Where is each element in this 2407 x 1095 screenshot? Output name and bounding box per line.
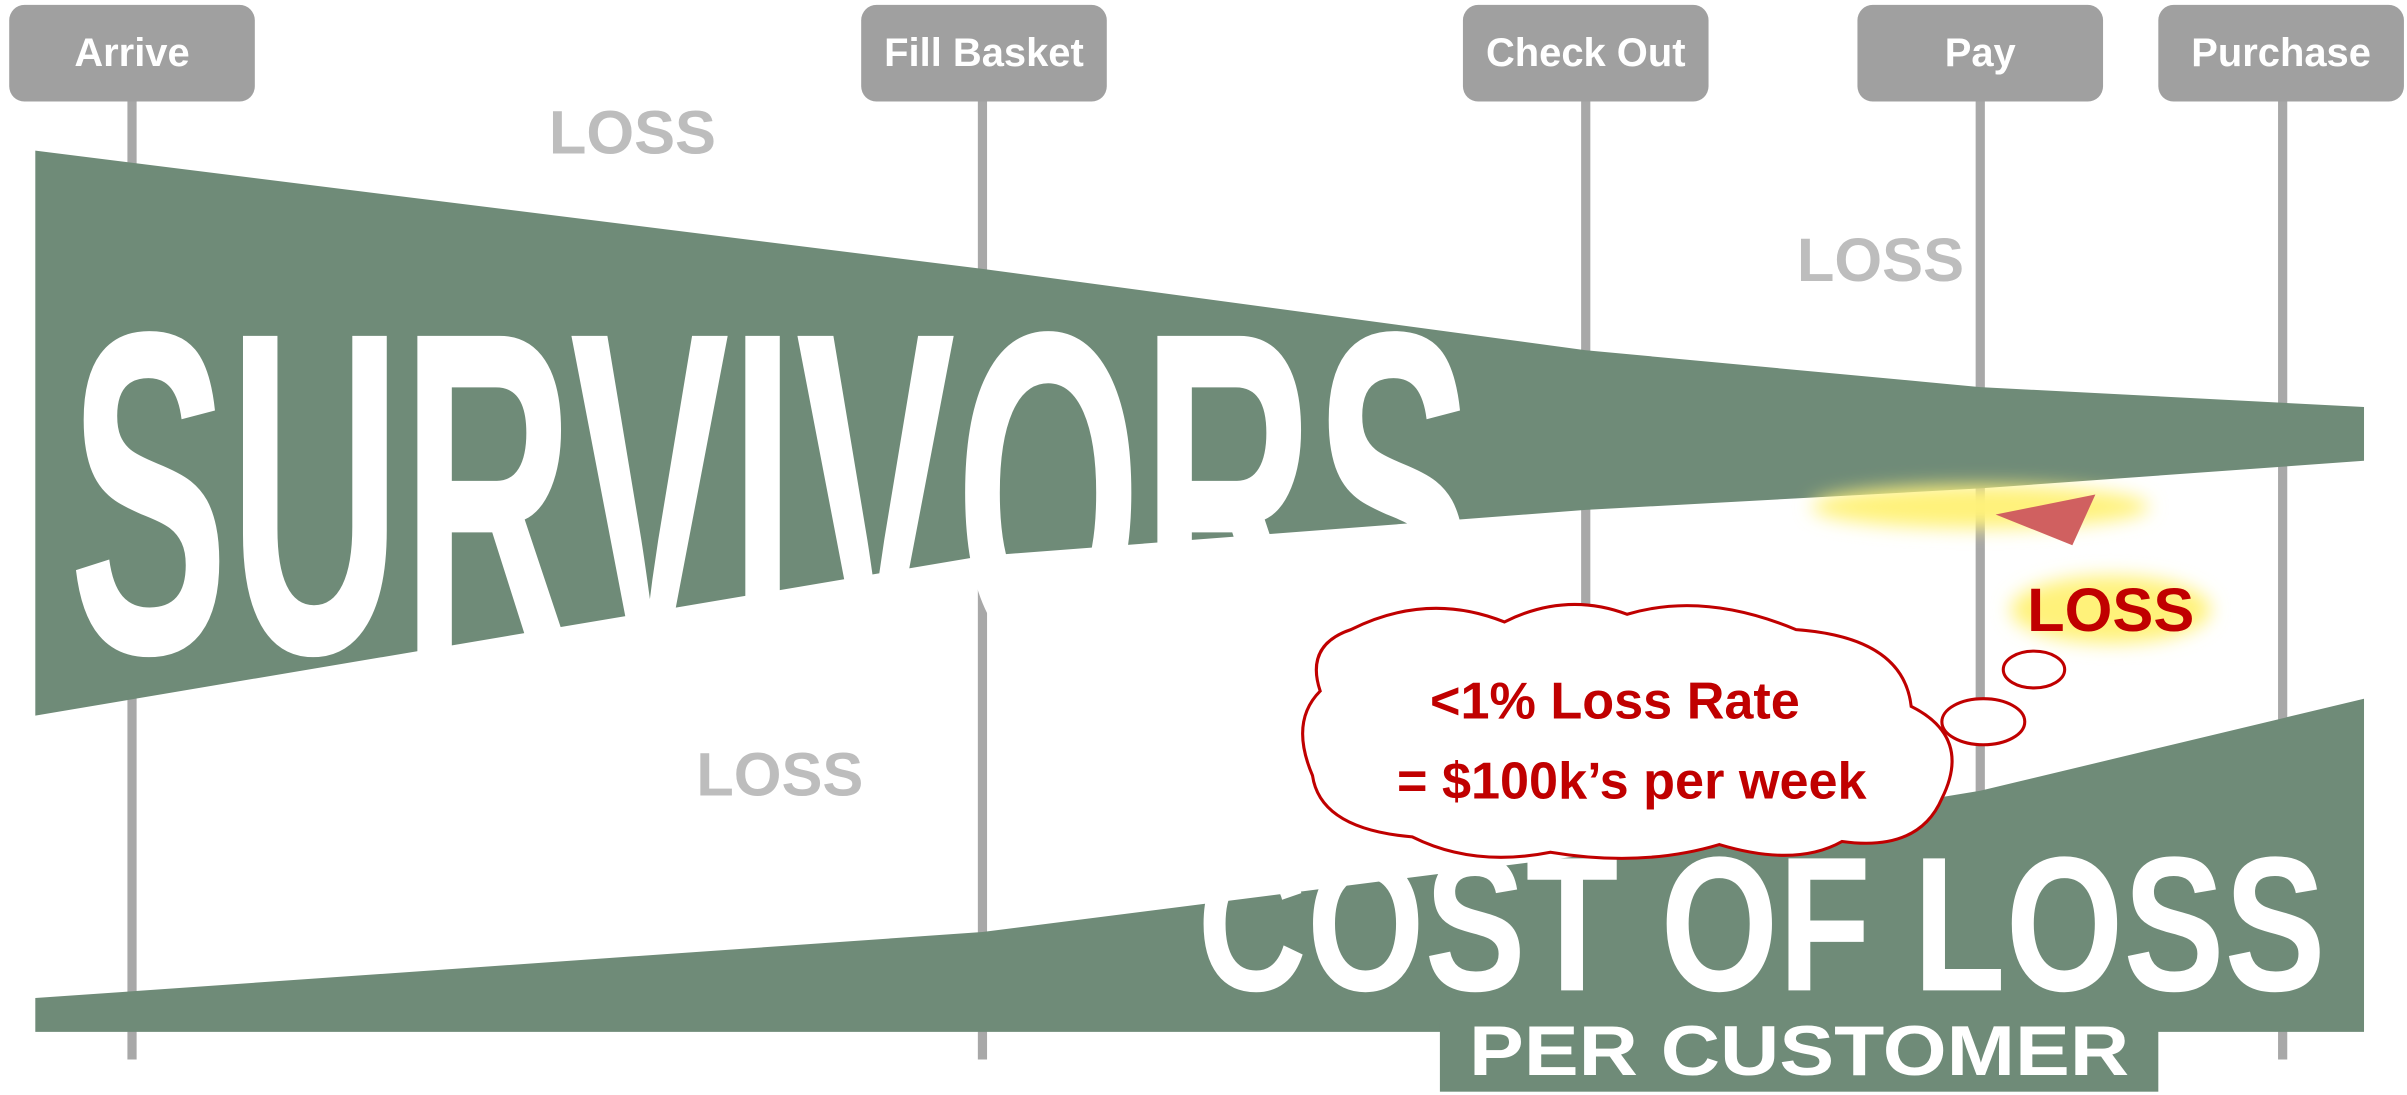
stage-label: Purchase <box>2191 31 2371 75</box>
stage-label: Check Out <box>1486 31 1686 75</box>
stage-label: Pay <box>1945 31 2016 75</box>
loss-label: LOSS <box>549 99 716 168</box>
loss-label: LOSS <box>696 740 863 809</box>
callout-line: <1% Loss Rate <box>1430 673 1800 731</box>
stage-label: Fill Basket <box>884 31 1084 75</box>
loss-label: LOSS <box>1797 226 1964 295</box>
callout-line: = $100k’s per week <box>1397 752 1868 810</box>
stage-tabs: Arrive Fill Basket Check Out Pay Purchas… <box>9 5 2404 102</box>
glow <box>1811 485 2149 528</box>
per-customer: PER CUSTOMER <box>1469 1011 2129 1090</box>
diagram: SURVIVORS COST OF LOSS PER CUSTOMER LOSS… <box>0 0 2407 1095</box>
loss-label-highlight: LOSS <box>2027 576 2194 645</box>
stage-label: Arrive <box>74 31 189 75</box>
survivors-title: SURVIVORS <box>69 236 1474 751</box>
